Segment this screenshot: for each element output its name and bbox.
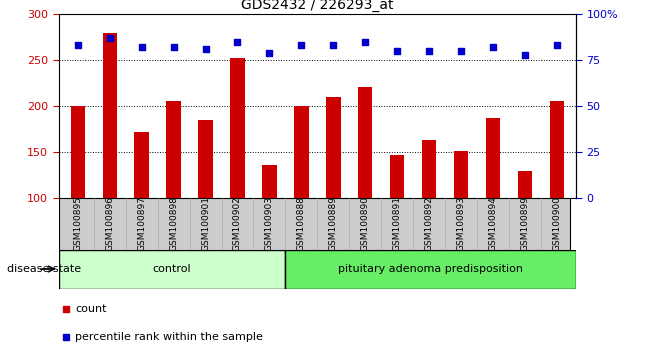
Point bbox=[456, 48, 466, 54]
Bar bbox=[70, 106, 85, 198]
Text: percentile rank within the sample: percentile rank within the sample bbox=[75, 332, 263, 342]
Point bbox=[488, 45, 498, 50]
Text: GSM100902: GSM100902 bbox=[233, 196, 242, 251]
Text: GSM100899: GSM100899 bbox=[521, 196, 529, 251]
Point bbox=[169, 45, 179, 50]
Bar bbox=[422, 140, 436, 198]
Text: GSM100900: GSM100900 bbox=[553, 196, 561, 251]
Text: GSM100890: GSM100890 bbox=[361, 196, 370, 251]
Text: GSM100903: GSM100903 bbox=[265, 196, 274, 251]
Bar bbox=[59, 250, 285, 289]
Bar bbox=[454, 151, 468, 198]
Bar bbox=[199, 120, 213, 198]
Point bbox=[201, 46, 211, 52]
Point bbox=[264, 50, 275, 56]
Point bbox=[137, 45, 147, 50]
Point bbox=[328, 42, 339, 48]
Text: disease state: disease state bbox=[7, 264, 81, 274]
Point bbox=[392, 48, 402, 54]
Point bbox=[72, 42, 83, 48]
Point bbox=[232, 39, 243, 45]
Text: GSM100888: GSM100888 bbox=[297, 196, 306, 251]
Text: GSM100892: GSM100892 bbox=[424, 196, 434, 251]
Point bbox=[519, 52, 530, 57]
Bar bbox=[518, 171, 533, 198]
Bar bbox=[294, 106, 309, 198]
Bar bbox=[390, 155, 404, 198]
Bar bbox=[358, 87, 372, 198]
Bar bbox=[135, 132, 149, 198]
Point bbox=[296, 42, 307, 48]
Bar bbox=[102, 33, 117, 198]
Bar bbox=[230, 58, 245, 198]
Text: GSM100891: GSM100891 bbox=[393, 196, 402, 251]
Bar bbox=[326, 97, 340, 198]
Point bbox=[424, 48, 434, 54]
Text: GSM100895: GSM100895 bbox=[74, 196, 82, 251]
Text: GSM100898: GSM100898 bbox=[169, 196, 178, 251]
Text: GSM100894: GSM100894 bbox=[488, 196, 497, 251]
Bar bbox=[550, 101, 564, 198]
Text: count: count bbox=[75, 304, 107, 314]
Point bbox=[552, 42, 562, 48]
Text: GSM100897: GSM100897 bbox=[137, 196, 146, 251]
Text: GSM100893: GSM100893 bbox=[456, 196, 465, 251]
Point bbox=[360, 39, 370, 45]
Text: GSM100889: GSM100889 bbox=[329, 196, 338, 251]
Bar bbox=[285, 250, 576, 289]
Bar bbox=[262, 165, 277, 198]
Title: GDS2432 / 226293_at: GDS2432 / 226293_at bbox=[241, 0, 394, 12]
Point bbox=[105, 35, 115, 41]
Text: GSM100896: GSM100896 bbox=[105, 196, 114, 251]
Text: GSM100901: GSM100901 bbox=[201, 196, 210, 251]
Bar bbox=[167, 101, 181, 198]
Text: pituitary adenoma predisposition: pituitary adenoma predisposition bbox=[338, 264, 523, 274]
Bar bbox=[486, 118, 500, 198]
Text: control: control bbox=[152, 264, 191, 274]
